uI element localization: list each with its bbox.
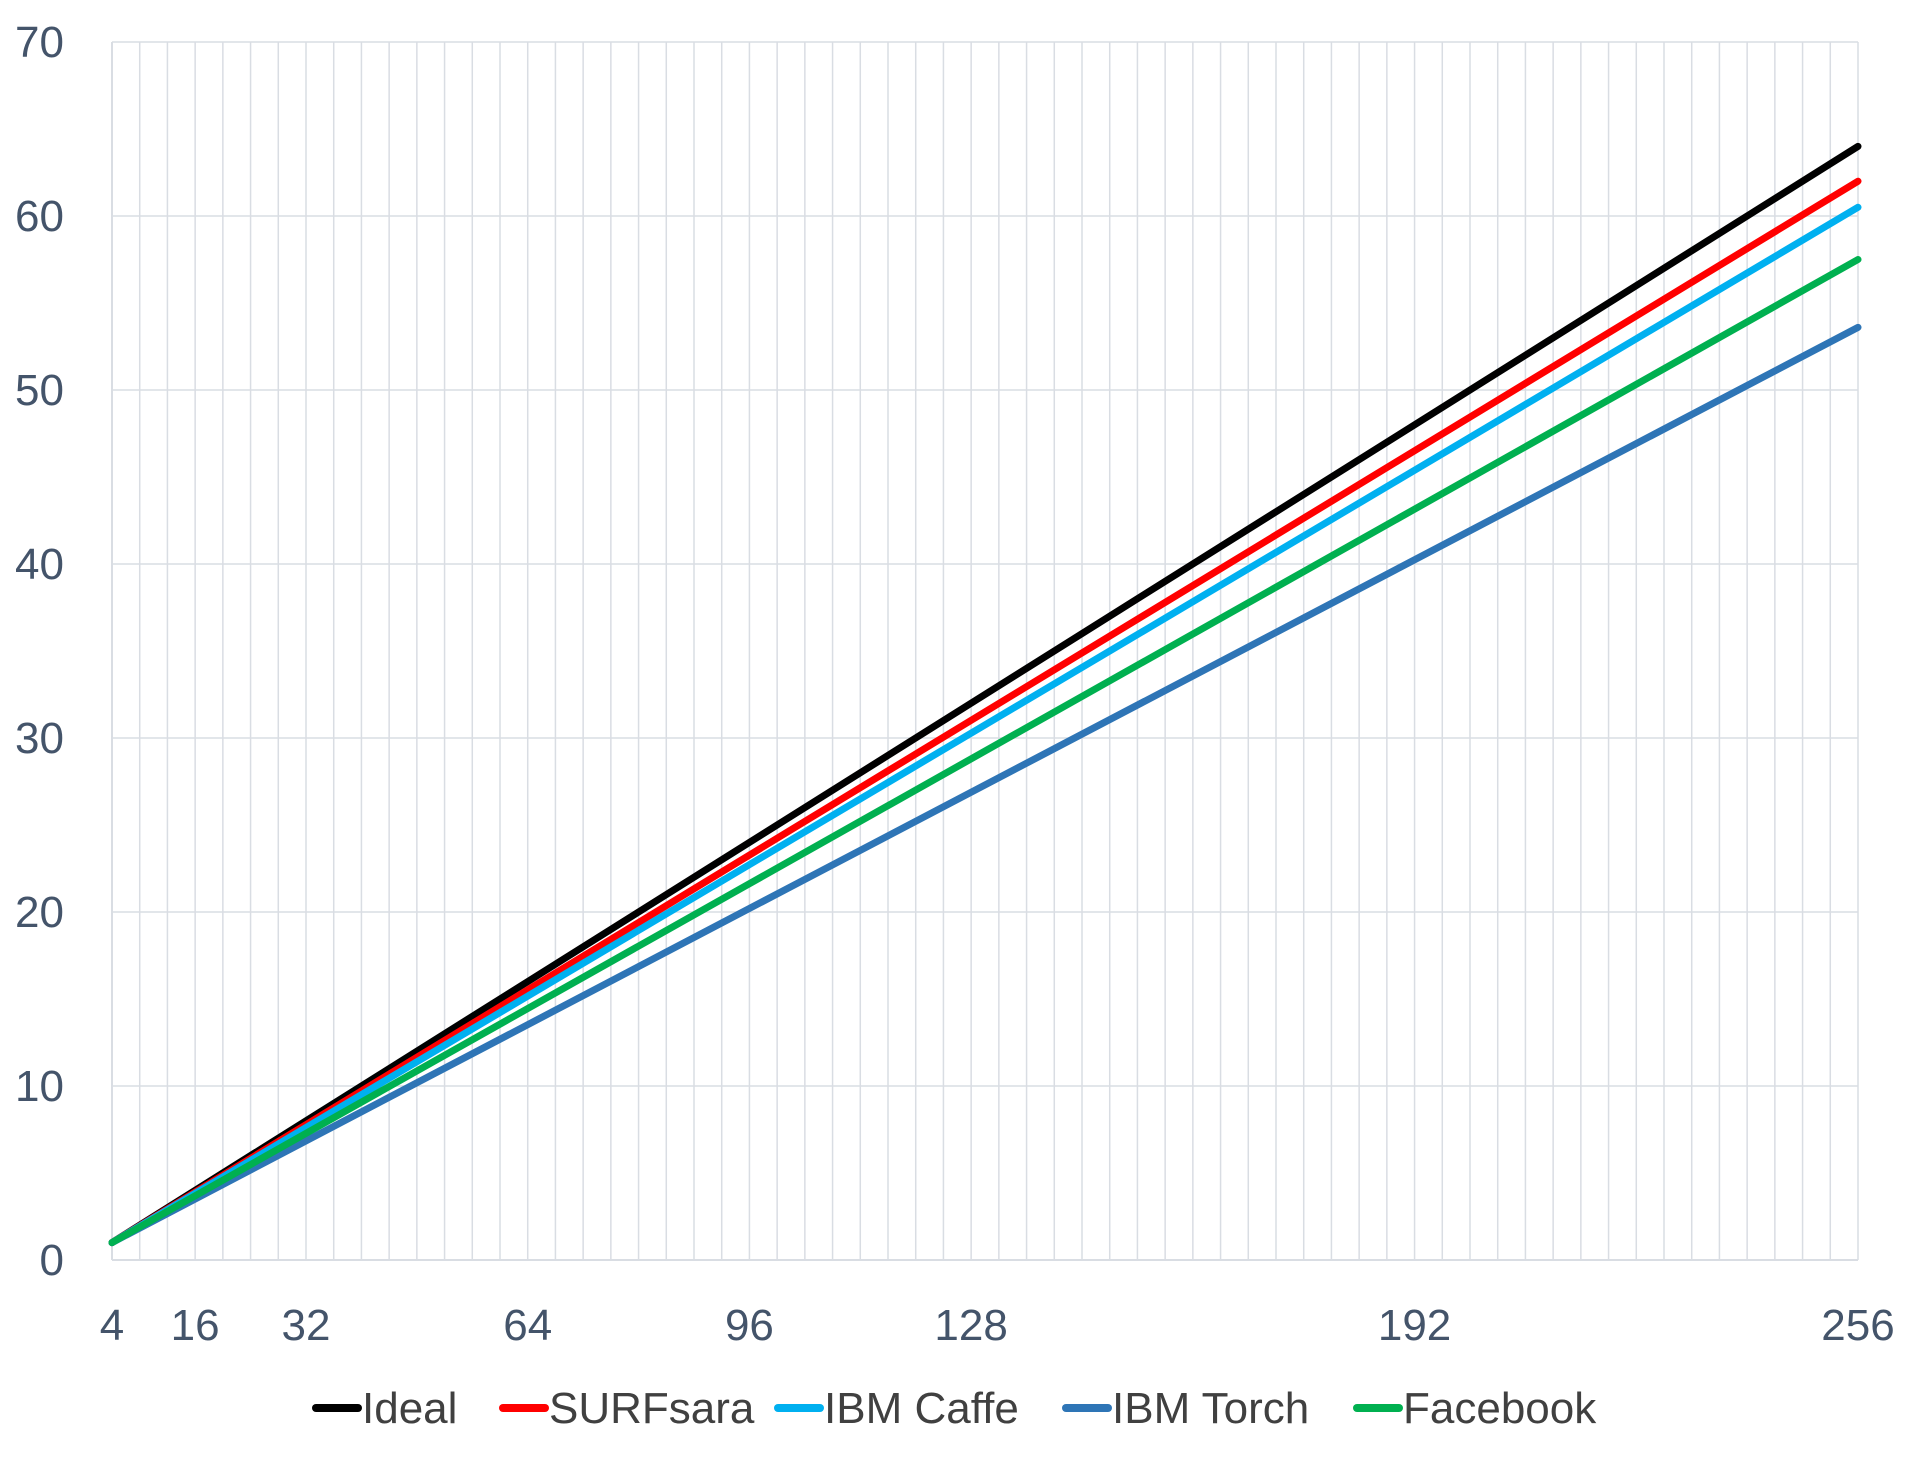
series-lines [108, 142, 1862, 1247]
x-tick-label: 128 [934, 1301, 1007, 1350]
x-tick-label: 16 [171, 1301, 220, 1350]
series-line-ideal [108, 142, 1862, 1247]
x-tick-label: 192 [1378, 1301, 1451, 1350]
y-tick-label: 60 [15, 192, 64, 241]
axes [111, 42, 1858, 1261]
legend-label-surfsara: SURFsara [549, 1384, 755, 1433]
horizontal-gridlines [112, 41, 1858, 1261]
legend-label-facebook: Facebook [1403, 1384, 1597, 1433]
y-tick-label: 0 [40, 1236, 64, 1285]
legend-label-ibm-torch: IBM Torch [1112, 1384, 1309, 1433]
vertical-gridlines [111, 42, 1859, 1260]
series-line-facebook [108, 256, 1862, 1247]
y-tick-label: 70 [15, 18, 64, 67]
series-line-surfsara [108, 177, 1862, 1247]
x-tick-label: 256 [1821, 1301, 1894, 1350]
y-tick-label: 10 [15, 1062, 64, 1111]
x-tick-label: 96 [725, 1301, 774, 1350]
legend: Ideal SURFsara IBM Caffe IBM Torch Facebook [312, 1384, 1597, 1433]
y-tick-label: 40 [15, 540, 64, 589]
y-tick-label: 20 [15, 888, 64, 937]
y-tick-label: 50 [15, 366, 64, 415]
x-tick-label: 64 [503, 1301, 552, 1350]
legend-label-ideal: Ideal [362, 1384, 457, 1433]
legend-label-ibm-caffe: IBM Caffe [824, 1384, 1019, 1433]
y-tick-label: 30 [15, 714, 64, 763]
series-line-ibm-torch [108, 323, 1862, 1247]
series-line-ibm-caffe [108, 203, 1862, 1247]
x-tick-label: 4 [100, 1301, 124, 1350]
x-tick-label: 32 [282, 1301, 331, 1350]
y-axis-tick-labels: 0 10 20 30 40 50 60 70 [15, 18, 64, 1285]
x-axis-tick-labels: 4 16 32 64 96 128 192 256 [100, 1301, 1895, 1350]
